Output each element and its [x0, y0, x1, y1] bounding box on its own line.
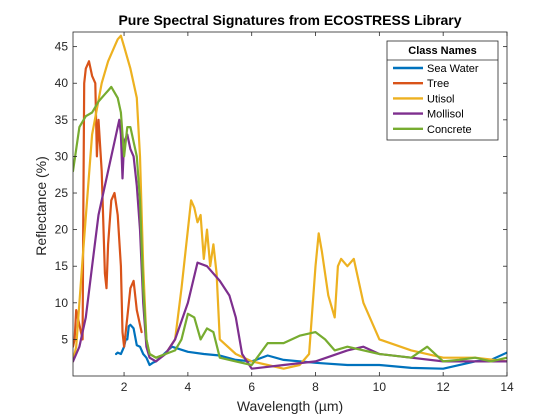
- y-tick-label: 35: [55, 113, 69, 127]
- legend-title: Class Names: [408, 45, 477, 57]
- legend-label-mollisol: Mollisol: [427, 109, 464, 121]
- series-line-mollisol: [73, 118, 507, 370]
- x-tick-label: 10: [373, 380, 387, 394]
- y-tick-label: 15: [55, 259, 69, 273]
- legend: Class Names Sea Water Tree Utisol Mollisol Co…: [386, 40, 499, 141]
- y-tick-label: 20: [55, 223, 69, 237]
- series-line-utisol: [73, 34, 507, 370]
- y-tick-label: 25: [55, 186, 69, 200]
- chart-title: Pure Spectral Signatures from ECOSTRESS …: [118, 12, 461, 28]
- x-tick-label: 8: [312, 380, 319, 394]
- x-tick-label: 6: [248, 380, 255, 394]
- y-tick-label: 40: [55, 76, 69, 90]
- y-tick-label: 10: [55, 296, 69, 310]
- y-tick-label: 5: [61, 332, 68, 346]
- legend-label-tree: Tree: [427, 78, 449, 90]
- series-line-concrete: [73, 85, 507, 367]
- x-axis-label: Wavelength (µm): [237, 398, 343, 414]
- legend-label-utisol: Utisol: [427, 93, 455, 105]
- y-tick-label: 30: [55, 149, 69, 163]
- x-tick-label: 4: [185, 380, 192, 394]
- legend-box: [386, 40, 499, 141]
- x-tick-label: 12: [436, 380, 450, 394]
- legend-label-sea-water: Sea Water: [427, 63, 479, 75]
- axes-frame: [72, 31, 508, 377]
- legend-label-concrete: Concrete: [427, 124, 472, 136]
- y-axis-label: Reflectance (%): [33, 156, 49, 256]
- x-tick-label: 2: [121, 380, 128, 394]
- x-tick-label: 14: [500, 380, 514, 394]
- y-tick-label: 45: [55, 40, 69, 54]
- series-line-tree: [73, 60, 143, 348]
